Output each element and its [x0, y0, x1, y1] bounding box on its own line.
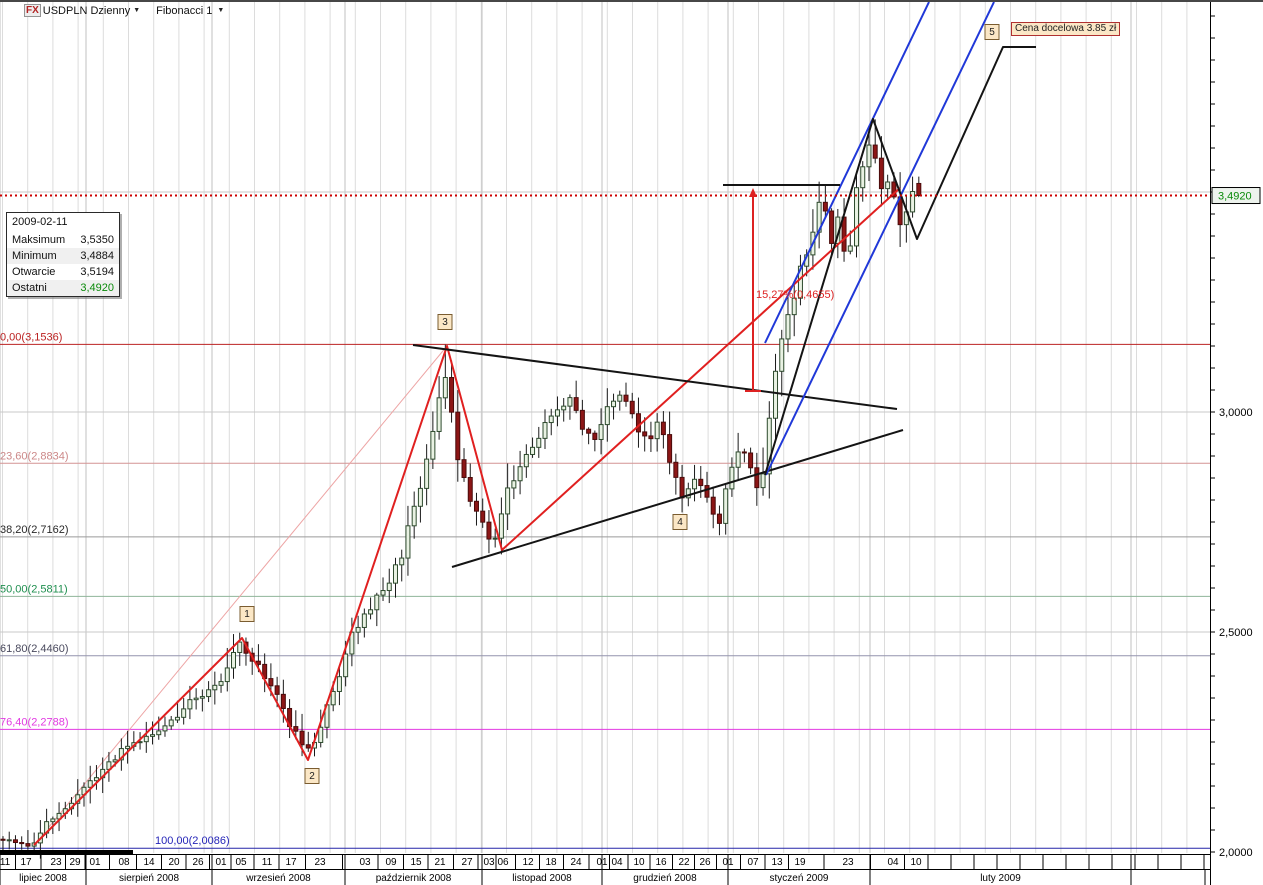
svg-text:21: 21: [434, 857, 446, 868]
wave-label-2[interactable]: 2: [304, 768, 320, 784]
svg-text:12: 12: [522, 857, 534, 868]
candles-layer: [0, 119, 922, 859]
info-row-low: Minimum 3,4884: [7, 248, 119, 264]
svg-text:20: 20: [168, 857, 180, 868]
svg-text:06: 06: [497, 857, 509, 868]
svg-text:05: 05: [235, 857, 247, 868]
chevron-down-icon: ▼: [217, 6, 225, 14]
triangle-lower-line: [451, 429, 904, 568]
wave-label-1[interactable]: 1: [239, 606, 255, 622]
svg-text:29: 29: [69, 857, 81, 868]
svg-text:61,80(2,4460): 61,80(2,4460): [0, 643, 69, 655]
info-date: 2009-02-11: [12, 216, 68, 228]
svg-text:sierpień 2008: sierpień 2008: [119, 873, 179, 884]
svg-text:16: 16: [655, 857, 667, 868]
wave-label-5[interactable]: 5: [984, 24, 1000, 40]
current-price-marker: [1211, 187, 1261, 205]
svg-text:2,5000: 2,5000: [1219, 627, 1253, 639]
svg-text:18: 18: [545, 857, 557, 868]
svg-text:styczeń 2009: styczeń 2009: [770, 873, 829, 884]
svg-text:10: 10: [910, 857, 922, 868]
symbol-label: USDPLN Dzienny: [42, 4, 131, 17]
svg-text:26: 26: [192, 857, 204, 868]
measure-arrow: [745, 188, 761, 392]
svg-text:19: 19: [794, 857, 806, 868]
info-row-last: Ostatni 3,4920: [7, 280, 119, 296]
svg-text:23: 23: [50, 857, 62, 868]
svg-text:03: 03: [483, 857, 495, 868]
svg-text:11: 11: [262, 857, 273, 868]
wave-label-3[interactable]: 3: [437, 314, 453, 330]
svg-text:07: 07: [747, 857, 759, 868]
svg-text:3,0000: 3,0000: [1219, 407, 1253, 419]
svg-text:04: 04: [611, 857, 623, 868]
svg-text:01: 01: [215, 857, 227, 868]
svg-text:wrzesień 2008: wrzesień 2008: [245, 873, 311, 884]
svg-text:14: 14: [143, 857, 155, 868]
svg-text:17: 17: [20, 857, 32, 868]
channel-upper-line: [764, 2, 930, 344]
svg-text:100,00(2,0086): 100,00(2,0086): [155, 835, 230, 847]
symbol-dropdown[interactable]: USDPLN Dzienny ▼: [43, 5, 140, 17]
svg-text:luty 2009: luty 2009: [980, 873, 1021, 884]
svg-text:08: 08: [118, 857, 130, 868]
svg-text:27: 27: [461, 857, 473, 868]
time-axis: 11 17 23 29 01 08 14 20 26 01 05 11 17 23 03 09 15 21 27 03…: [0, 850, 1210, 885]
chevron-down-icon: ▼: [133, 6, 141, 14]
svg-text:0,00(3,1536): 0,00(3,1536): [0, 331, 62, 343]
svg-text:50,00(2,5811): 50,00(2,5811): [0, 583, 68, 595]
axis-range-bar: [0, 850, 133, 854]
svg-text:listopad 2008: listopad 2008: [512, 873, 572, 884]
fibonacci-levels: 0,00(3,1536) 23,60(2,8834) 38,20(2,7162) 50…: [0, 331, 1210, 849]
svg-text:15: 15: [410, 857, 422, 868]
chart-toolbar: FX USDPLN Dzienny ▼ Fibonacci 1 ▼: [24, 4, 224, 17]
svg-text:24: 24: [570, 857, 582, 868]
svg-text:23: 23: [314, 857, 326, 868]
info-row-open: Otwarcie 3,5194: [12, 266, 114, 278]
svg-text:26: 26: [699, 857, 711, 868]
triangle-upper-line: [412, 344, 898, 410]
svg-text:17: 17: [285, 857, 297, 868]
svg-text:3,4920: 3,4920: [1218, 191, 1252, 203]
svg-text:2,0000: 2,0000: [1219, 847, 1253, 859]
svg-text:13: 13: [771, 857, 783, 868]
ohlc-info-box: 2009-02-11 Maksimum 3,5350 Minimum 3,488…: [6, 212, 120, 297]
overlay-lines: [33, 2, 1036, 846]
svg-text:76,40(2,2788): 76,40(2,2788): [0, 716, 69, 728]
forecast-line: [764, 46, 1036, 476]
price-axis: 3,0000 2,5000 2,0000 3,4920: [1210, 2, 1261, 885]
svg-text:11: 11: [0, 857, 11, 868]
svg-text:01: 01: [89, 857, 101, 868]
elliott-wave-line: [33, 187, 901, 846]
wave-label-4[interactable]: 4: [672, 514, 688, 530]
svg-text:22: 22: [678, 857, 690, 868]
svg-text:23: 23: [842, 857, 854, 868]
indicator-dropdown[interactable]: Fibonacci 1 ▼: [156, 5, 224, 17]
price-target-label[interactable]: Cena docelowa 3.85 zł: [1011, 22, 1121, 36]
channel-lower-line: [765, 2, 995, 476]
svg-text:09: 09: [385, 857, 397, 868]
svg-text:10: 10: [633, 857, 645, 868]
svg-text:38,20(2,7162): 38,20(2,7162): [0, 524, 69, 536]
indicator-label: Fibonacci 1: [156, 4, 213, 17]
svg-text:04: 04: [887, 857, 899, 868]
svg-text:23,60(2,8834): 23,60(2,8834): [0, 450, 69, 462]
info-row-high: Maksimum 3,5350: [12, 234, 114, 246]
fib-extension-label: 15,27%(0,4655): [756, 289, 835, 301]
gridlines: [0, 2, 1210, 853]
fx-logo-icon: FX: [24, 4, 41, 17]
svg-text:grudzień 2008: grudzień 2008: [633, 873, 697, 884]
svg-text:lipiec 2008: lipiec 2008: [19, 873, 67, 884]
svg-text:03: 03: [359, 857, 371, 868]
svg-text:październik 2008: październik 2008: [376, 873, 452, 884]
